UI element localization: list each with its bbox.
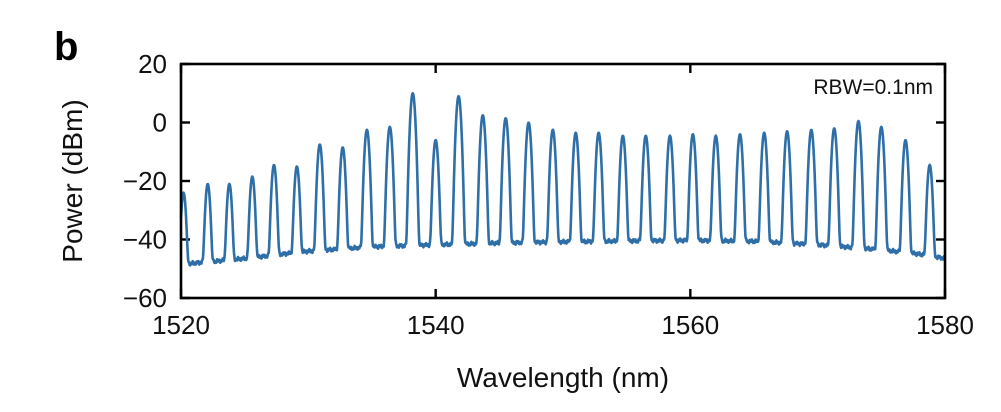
spectrum-line (179, 91, 947, 267)
x-tick-label: 1540 (407, 310, 465, 340)
panel-label: b (54, 25, 78, 69)
x-axis-title: Wavelength (nm) (457, 362, 669, 393)
axis-ticks: −60 −40 −20 0 20 1520 1540 1560 1580 (123, 49, 974, 340)
y-tick-label: −60 (123, 283, 167, 313)
x-tick-label: 1560 (661, 310, 719, 340)
y-tick-label: 20 (138, 49, 167, 79)
x-tick-label: 1580 (916, 310, 974, 340)
y-axis-title: Power (dBm) (57, 99, 88, 262)
plot-frame (179, 62, 947, 300)
y-tick-label: −20 (123, 166, 167, 196)
y-tick-label: 0 (153, 108, 167, 138)
rbw-annotation: RBW=0.1nm (813, 76, 933, 99)
y-tick-label: −40 (123, 225, 167, 255)
x-tick-label: 1520 (152, 310, 210, 340)
